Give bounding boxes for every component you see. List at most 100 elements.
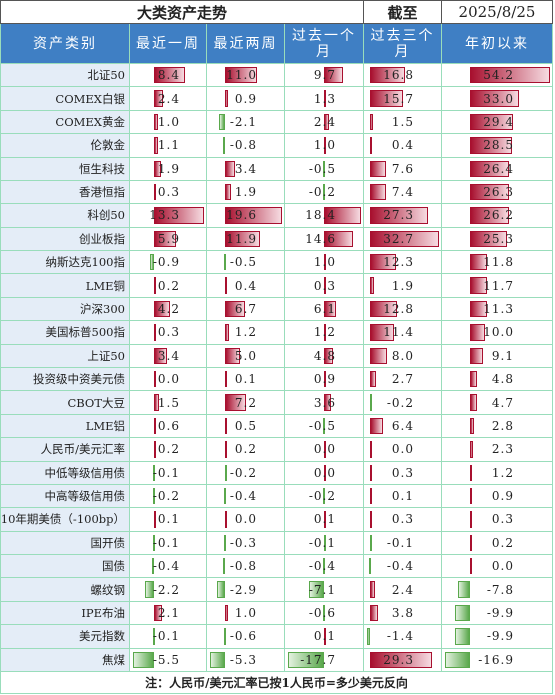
value-cell: 11.3: [442, 297, 553, 322]
value-text: 7.6: [391, 161, 414, 176]
value-text: 2.8: [491, 418, 514, 433]
value-text: 0.0: [491, 559, 514, 574]
value-text: 6.4: [391, 418, 414, 433]
value-cell: 0.3: [364, 508, 442, 532]
value-cell: 4.8: [285, 344, 364, 368]
value-cell: 2.4: [130, 87, 207, 111]
asset-name: 10年期美债（-100bp）: [0, 508, 130, 532]
data-bar: [469, 534, 472, 552]
value-cell: -9.9: [442, 601, 553, 626]
value-cell: 1.9: [364, 274, 442, 298]
data-bar: [223, 628, 226, 645]
value-text: 26.2: [483, 208, 514, 223]
value-text: 1.0: [157, 114, 180, 129]
value-text: -0.5: [308, 161, 336, 176]
data-bar: [153, 160, 161, 177]
asset-name: 螺纹钢: [0, 578, 130, 602]
header-cell: 过去三个月: [364, 24, 442, 64]
value-cell: 2.7: [364, 368, 442, 392]
data-bar: [369, 277, 374, 294]
value-text: 0.2: [234, 442, 257, 457]
value-text: 16.8: [383, 68, 414, 83]
value-cell: 0.6: [130, 414, 207, 439]
value-text: 6.7: [234, 302, 257, 317]
value-cell: 0.9: [285, 368, 364, 392]
value-text: -16.9: [478, 652, 514, 667]
date: 2025/8/25: [442, 0, 553, 24]
value-cell: -0.4: [285, 555, 364, 579]
value-text: 0.4: [391, 138, 414, 153]
value-text: 28.5: [483, 138, 514, 153]
data-bar: [225, 300, 245, 318]
data-bar: [216, 581, 226, 598]
data-bar: [223, 254, 226, 271]
data-bar: [323, 487, 326, 505]
data-bar: [225, 511, 228, 528]
value-text: -0.1: [152, 629, 180, 644]
data-bar: [469, 137, 513, 154]
data-bar: [225, 347, 240, 364]
data-bar: [323, 230, 354, 248]
value-cell: -0.8: [207, 555, 285, 579]
data-bar: [153, 464, 156, 481]
value-cell: 7.6: [364, 157, 442, 181]
value-text: 2.1: [157, 606, 180, 621]
value-cell: -0.4: [364, 555, 442, 579]
asset-name: 沪深300: [0, 297, 130, 322]
value-cell: 6.4: [364, 414, 442, 439]
value-cell: 0.0: [207, 508, 285, 532]
asset-name: CBOT大豆: [0, 391, 130, 415]
data-bar: [367, 628, 370, 645]
value-cell: 0.2: [130, 274, 207, 298]
data-bar: [469, 207, 509, 224]
value-text: 0.1: [157, 512, 180, 527]
value-cell: -5.3: [207, 648, 285, 672]
value-text: 0.9: [234, 91, 257, 106]
value-text: -1.4: [386, 629, 414, 644]
value-cell: -0.1: [285, 531, 364, 556]
data-bar: [323, 300, 337, 318]
value-text: 2.4: [391, 582, 414, 597]
value-text: 2.4: [313, 114, 336, 129]
value-text: 10.0: [483, 325, 514, 340]
asset-name: 创业板指: [0, 227, 130, 252]
data-bar: [225, 394, 247, 411]
data-bar: [225, 277, 228, 294]
data-bar: [369, 254, 396, 271]
value-text: -9.9: [486, 606, 514, 621]
value-text: 0.3: [491, 512, 514, 527]
value-cell: 16.8: [364, 64, 442, 88]
data-bar: [369, 487, 372, 505]
value-text: -0.9: [152, 255, 180, 270]
value-text: 13.3: [149, 208, 180, 223]
value-cell: 0.2: [207, 438, 285, 462]
value-cell: -0.2: [130, 484, 207, 509]
data-bar: [153, 394, 160, 411]
data-bar: [224, 534, 227, 552]
value-cell: -0.1: [130, 625, 207, 649]
value-text: -0.2: [152, 489, 180, 504]
value-text: 1.2: [491, 465, 514, 480]
value-text: 0.9: [313, 372, 336, 387]
value-text: -0.4: [152, 559, 180, 574]
data-bar: [369, 651, 432, 668]
data-bar: [369, 113, 374, 131]
value-text: -0.1: [152, 465, 180, 480]
value-cell: 0.5: [207, 414, 285, 439]
value-cell: 0.3: [285, 274, 364, 298]
value-cell: 19.6: [207, 204, 285, 228]
value-text: 9.1: [491, 348, 514, 363]
asset-name: 上证50: [0, 344, 130, 368]
data-bar: [469, 277, 488, 294]
value-text: 1.0: [234, 606, 257, 621]
value-text: 25.3: [483, 231, 514, 246]
data-bar: [153, 230, 177, 248]
value-text: 14.6: [305, 231, 336, 246]
data-bar: [288, 651, 324, 668]
value-cell: 2.8: [442, 414, 553, 439]
value-text: 29.4: [483, 114, 514, 129]
value-cell: 0.0: [130, 368, 207, 392]
data-bar: [323, 324, 327, 341]
data-bar: [323, 254, 326, 271]
